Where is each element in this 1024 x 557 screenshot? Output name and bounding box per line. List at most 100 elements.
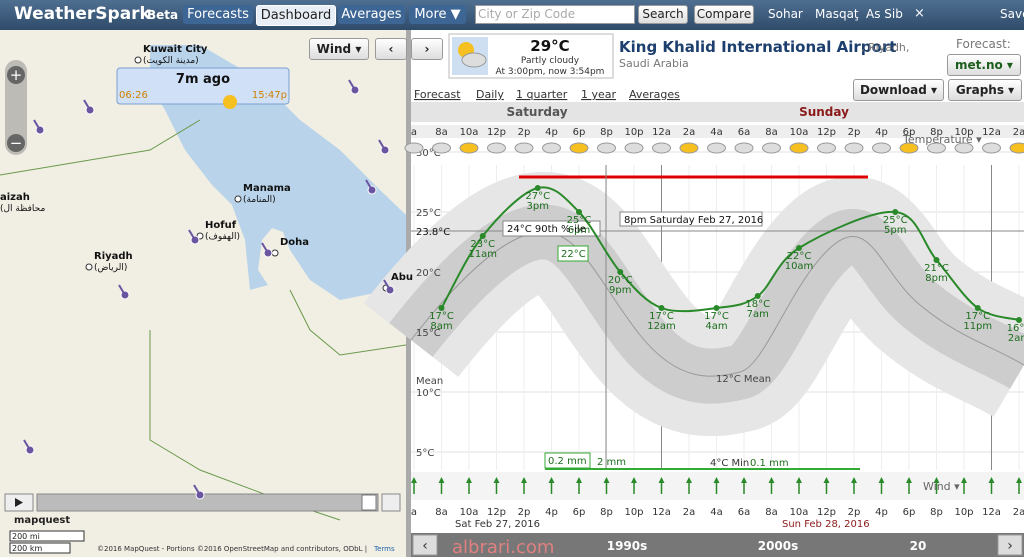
tab[interactable]: 1 quarter [516, 88, 568, 101]
wind-arrow-head [603, 477, 610, 483]
graphs-button[interactable]: Graphs ▾ [948, 79, 1022, 101]
wind-arrow-head [686, 477, 692, 483]
weather-icon [459, 142, 479, 154]
terms-link[interactable]: Terms [373, 545, 395, 553]
decade-label[interactable]: 2000s [758, 539, 799, 553]
slider-thumb[interactable] [361, 494, 377, 511]
next-icon[interactable]: › [1007, 538, 1013, 554]
point-label: 23°C [470, 239, 495, 250]
hour-label: 12a [982, 127, 1001, 138]
hour-label: 6a [738, 507, 751, 518]
hour-label: 2a [683, 507, 696, 518]
hour-row [411, 125, 1024, 138]
hour-label: 6a [738, 127, 751, 138]
wind-legend[interactable]: Wind ▾ [923, 480, 960, 493]
hour-label: 6p [573, 127, 586, 138]
wind-arrow-head [768, 477, 775, 483]
precip-label: 0.1 mm [750, 458, 789, 469]
y-tick-label: 5°C [416, 448, 434, 459]
wind-arrow-head [438, 477, 445, 483]
prev-button[interactable]: ‹ [375, 38, 407, 60]
hour-label: 10p [624, 127, 643, 138]
date-label: Sun Feb 28, 2016 [782, 519, 870, 530]
hour-label: 12p [487, 507, 506, 518]
recent-link[interactable]: Masqaţ [815, 7, 859, 21]
point-time: 11pm [963, 321, 992, 332]
hour-label: 2a [1013, 127, 1024, 138]
timeline-prev[interactable] [412, 534, 438, 556]
weather-icon [872, 142, 891, 154]
download-button[interactable]: Download ▾ [853, 79, 944, 101]
tab[interactable]: Averages [629, 88, 680, 101]
hour-label: 2p [848, 507, 861, 518]
weather-icon [597, 142, 616, 154]
tab[interactable]: 1 year [581, 88, 617, 101]
legend-button[interactable]: Temperature ▾ [902, 133, 982, 146]
min-label: 4°C Min [710, 458, 749, 469]
y-tick-label: 25°C [416, 208, 441, 219]
timeline[interactable] [411, 533, 1024, 557]
city-native: (المنامة) [243, 195, 276, 205]
tab[interactable]: Daily [476, 88, 504, 101]
nav-button[interactable]: Averages [338, 5, 405, 24]
hour-label: 8p [600, 507, 613, 518]
prev-icon[interactable]: ‹ [422, 538, 428, 554]
point-time: 3pm [527, 201, 549, 212]
point-label: 17°C [704, 311, 729, 322]
current-time: At 3:00pm, now 3:54pm [496, 67, 605, 77]
hour-label: 4p [875, 507, 888, 518]
location-region: , Riyadh, [861, 41, 910, 54]
hour-label: 10a [460, 127, 479, 138]
slider-menu[interactable] [381, 493, 401, 512]
search-input[interactable]: City or Zip Code [475, 5, 635, 24]
zoom-out[interactable] [7, 134, 25, 152]
temperature-point [933, 257, 940, 263]
decade-label[interactable]: 20 [910, 539, 927, 553]
wind-arrow-head [548, 477, 555, 483]
wind-button[interactable]: Wind ▾ [309, 38, 369, 60]
search-button[interactable]: Search [638, 5, 688, 24]
timeline-next[interactable] [997, 534, 1023, 556]
wind-arrow [378, 139, 386, 151]
precip-label: 0.2 mm [548, 456, 587, 467]
nav-button[interactable]: Dashboard [256, 5, 336, 26]
weather-icon [707, 142, 726, 154]
nav-button[interactable]: Forecasts [183, 5, 253, 24]
next-button[interactable]: › [411, 38, 443, 60]
nav-button[interactable]: More ▼ [409, 5, 466, 24]
scale-label: 200 mi [12, 532, 40, 541]
source-button[interactable]: met.no ▾ [947, 54, 1021, 76]
temperature-point [438, 305, 445, 311]
save-link[interactable]: Save [1000, 7, 1024, 21]
hour-label: 2a [1013, 507, 1024, 518]
logo[interactable]: WeatherSpark [14, 4, 151, 24]
wind-arrow-head [713, 477, 720, 483]
weather-icon [624, 142, 644, 154]
scale-label: 200 km [12, 544, 42, 553]
decade-label[interactable]: 1990s [607, 539, 648, 553]
wind-arrow [348, 79, 356, 91]
hour-label: 10a [460, 507, 479, 518]
recent-link[interactable]: Sohar [768, 7, 803, 21]
weather-icon [817, 142, 836, 154]
time-slider[interactable] [36, 493, 379, 512]
compare-button[interactable]: Compare [694, 5, 754, 24]
hour-label: 4p [545, 127, 558, 138]
wind-arrow-head [988, 477, 995, 483]
hour-label: a [411, 127, 417, 138]
city-marker [85, 263, 93, 271]
recent-link[interactable]: As Sib [866, 7, 903, 21]
cloud [461, 52, 487, 68]
wind-arrow-head [493, 477, 500, 483]
play-icon [15, 498, 23, 507]
weather-icon [1009, 142, 1024, 154]
hour-label: 8a [765, 507, 778, 518]
point-label: 27°C [525, 191, 550, 202]
zoom-control[interactable] [5, 60, 27, 155]
close-recent[interactable]: × [914, 6, 925, 21]
tab[interactable]: Forecast [414, 88, 461, 101]
zoom-in[interactable] [7, 66, 25, 84]
scale-bar [9, 542, 71, 554]
city-name: Doha [280, 237, 309, 248]
